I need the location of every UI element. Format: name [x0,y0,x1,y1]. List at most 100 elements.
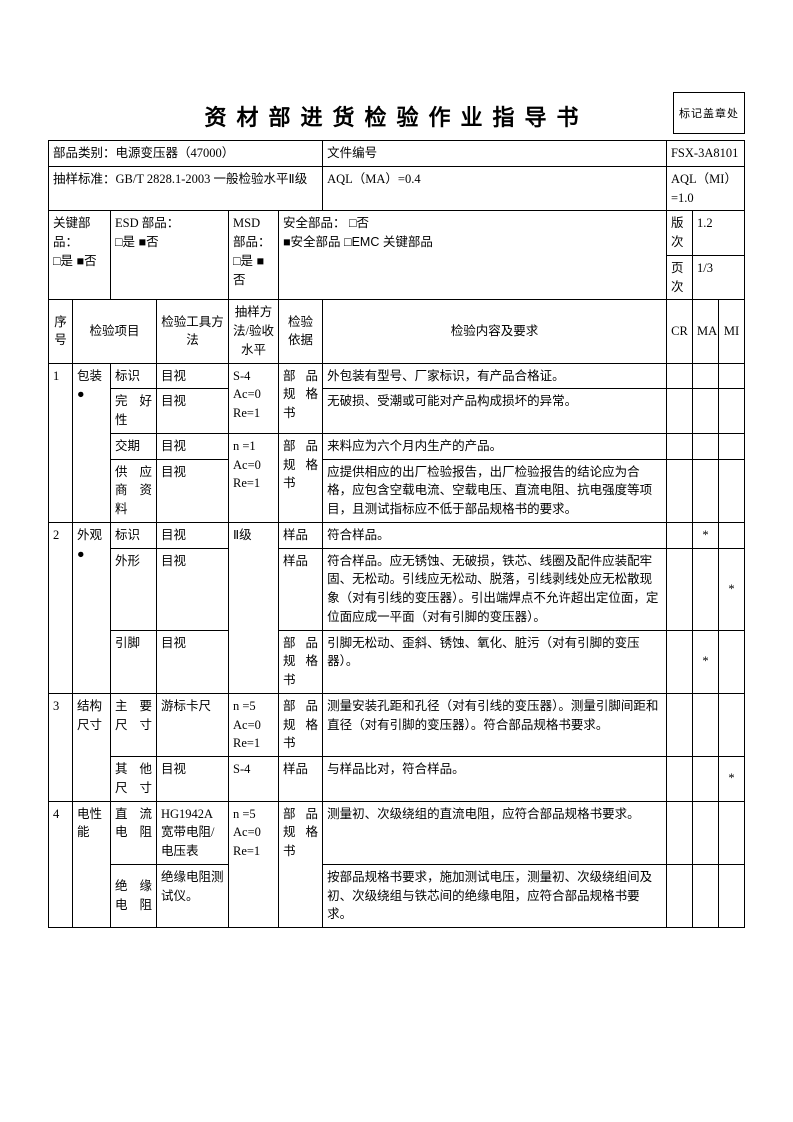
col-ma: MA [692,300,718,363]
r2a-mi [718,522,744,548]
r1d-tool: 目视 [157,459,229,522]
r4-seq: 4 [49,801,73,928]
r2c-basis: 部品规格书 [279,630,323,693]
keypart-label: 关键部品： [53,214,106,252]
inspection-table: 部品类别：电源变压器（47000） 文件编号 FSX-3A8101 抽样标准：G… [48,140,745,928]
r2-seq: 2 [49,522,73,693]
r4b-cr [666,864,692,927]
r2b-cr [666,548,692,630]
r4b-mi [718,864,744,927]
r3b-sub: 其他尺寸 [111,757,157,802]
r3a-mi [718,693,744,756]
r4a-samp: n =5 Ac=0 Re=1 [229,801,279,928]
keypart-cell: 关键部品： □是 ■否 [49,211,111,300]
docno-value: FSX-3A8101 [666,141,744,167]
safety-label: 安全部品： □否 [283,214,662,233]
col-basis: 检验依据 [279,300,323,363]
esd-cell: ESD 部品： □是 ■否 [111,211,229,300]
r1d-sub: 供应商资料 [111,459,157,522]
sampling-value: GB/T 2828.1-2003 一般检验水平Ⅱ级 [116,172,308,186]
r4b-req: 按部品规格书要求，施加测试电压，测量初、次级绕组间及初、次级绕组与铁芯间的绝缘电… [323,864,667,927]
r2b-mi: * [718,548,744,630]
col-sampling: 抽样方法/验收水平 [229,300,279,363]
r3a-tool: 游标卡尺 [157,693,229,756]
r2-item: 外观● [73,522,111,693]
r1b-req: 无破损、受潮或可能对产品构成损坏的异常。 [323,389,667,434]
r1d-req: 应提供相应的出厂检验报告，出厂检验报告的结论应为合格，应包含空载电流、空载电压、… [323,459,667,522]
sampling-label: 抽样标准： [53,172,116,186]
r1c-tool: 目视 [157,433,229,459]
r3b-basis: 样品 [279,757,323,802]
r1a-cr [666,363,692,389]
r3b-tool: 目视 [157,757,229,802]
r1b-tool: 目视 [157,389,229,434]
r4-item: 电性能 [73,801,111,928]
r2b-req: 符合样品。应无锈蚀、无破损，铁芯、线圈及配件应装配牢固、无松动。引线应无松动、脱… [323,548,667,630]
r1c-samp: n =1 Ac=0 Re=1 [229,433,279,522]
r1d-cr [666,459,692,522]
r3a-cr [666,693,692,756]
page-title: 资材部进货检验作业指导书 [48,100,745,132]
aql-mi: AQL（MI）=1.0 [666,166,744,211]
r3b-cr [666,757,692,802]
r3a-basis: 部品规格书 [279,693,323,756]
r3a-req: 测量安装孔距和孔径（对有引线的变压器）。测量引脚间距和直径（对有引脚的变压器）。… [323,693,667,756]
rev-value: 1.2 [692,211,744,256]
msd-value: □是 ■否 [233,252,274,290]
r4a-sub: 直流电阻 [111,801,157,864]
stamp-box: 标记盖章处 [673,92,745,134]
r1a-req: 外包装有型号、厂家标识，有产品合格证。 [323,363,667,389]
r1d-mi [718,459,744,522]
col-seq: 序号 [49,300,73,363]
r1a-ma [692,363,718,389]
r3a-ma [692,693,718,756]
col-tool: 检验工具方法 [157,300,229,363]
r1-seq: 1 [49,363,73,522]
page-label: 页 次 [666,255,692,300]
r2c-ma: * [692,630,718,693]
r2a-sub: 标识 [111,522,157,548]
esd-label: ESD 部品： [115,214,224,233]
r2a-req: 符合样品。 [323,522,667,548]
r3a-samp: n =5 Ac=0 Re=1 [229,693,279,756]
page-value: 1/3 [692,255,744,300]
r2c-sub: 引脚 [111,630,157,693]
sampling-cell: 抽样标准：GB/T 2828.1-2003 一般检验水平Ⅱ级 [49,166,323,211]
r3-item: 结构尺寸 [73,693,111,801]
r2a-tool: 目视 [157,522,229,548]
r4a-basis: 部品规格书 [279,801,323,928]
r1c-cr [666,433,692,459]
r1a-basis: 部品规格书 [279,363,323,433]
keypart-value: □是 ■否 [53,252,106,271]
r2a-basis: 样品 [279,522,323,548]
r1c-ma [692,433,718,459]
r2b-ma [692,548,718,630]
col-cr: CR [666,300,692,363]
r1b-sub: 完好性 [111,389,157,434]
docno-label: 文件编号 [323,141,667,167]
r1c-mi [718,433,744,459]
r1a-samp: S-4 Ac=0 Re=1 [229,363,279,433]
r4a-tool: HG1942A 宽带电阻/电压表 [157,801,229,864]
r4a-mi [718,801,744,864]
rev-label: 版 次 [666,211,692,256]
r1b-mi [718,389,744,434]
col-item: 检验项目 [73,300,157,363]
r4b-sub: 绝缘电阻 [111,864,157,927]
category-label: 部品类别： [53,146,116,160]
r1c-basis: 部品规格书 [279,433,323,522]
r4a-cr [666,801,692,864]
r2b-basis: 样品 [279,548,323,630]
r1a-tool: 目视 [157,363,229,389]
r2c-tool: 目视 [157,630,229,693]
r1d-ma [692,459,718,522]
r3b-samp: S-4 [229,757,279,802]
r2a-cr [666,522,692,548]
r4b-ma [692,864,718,927]
r2c-req: 引脚无松动、歪斜、锈蚀、氧化、脏污（对有引脚的变压器）。 [323,630,667,693]
col-mi: MI [718,300,744,363]
r2c-mi [718,630,744,693]
r2a-ma: * [692,522,718,548]
r1a-sub: 标识 [111,363,157,389]
r3-seq: 3 [49,693,73,801]
